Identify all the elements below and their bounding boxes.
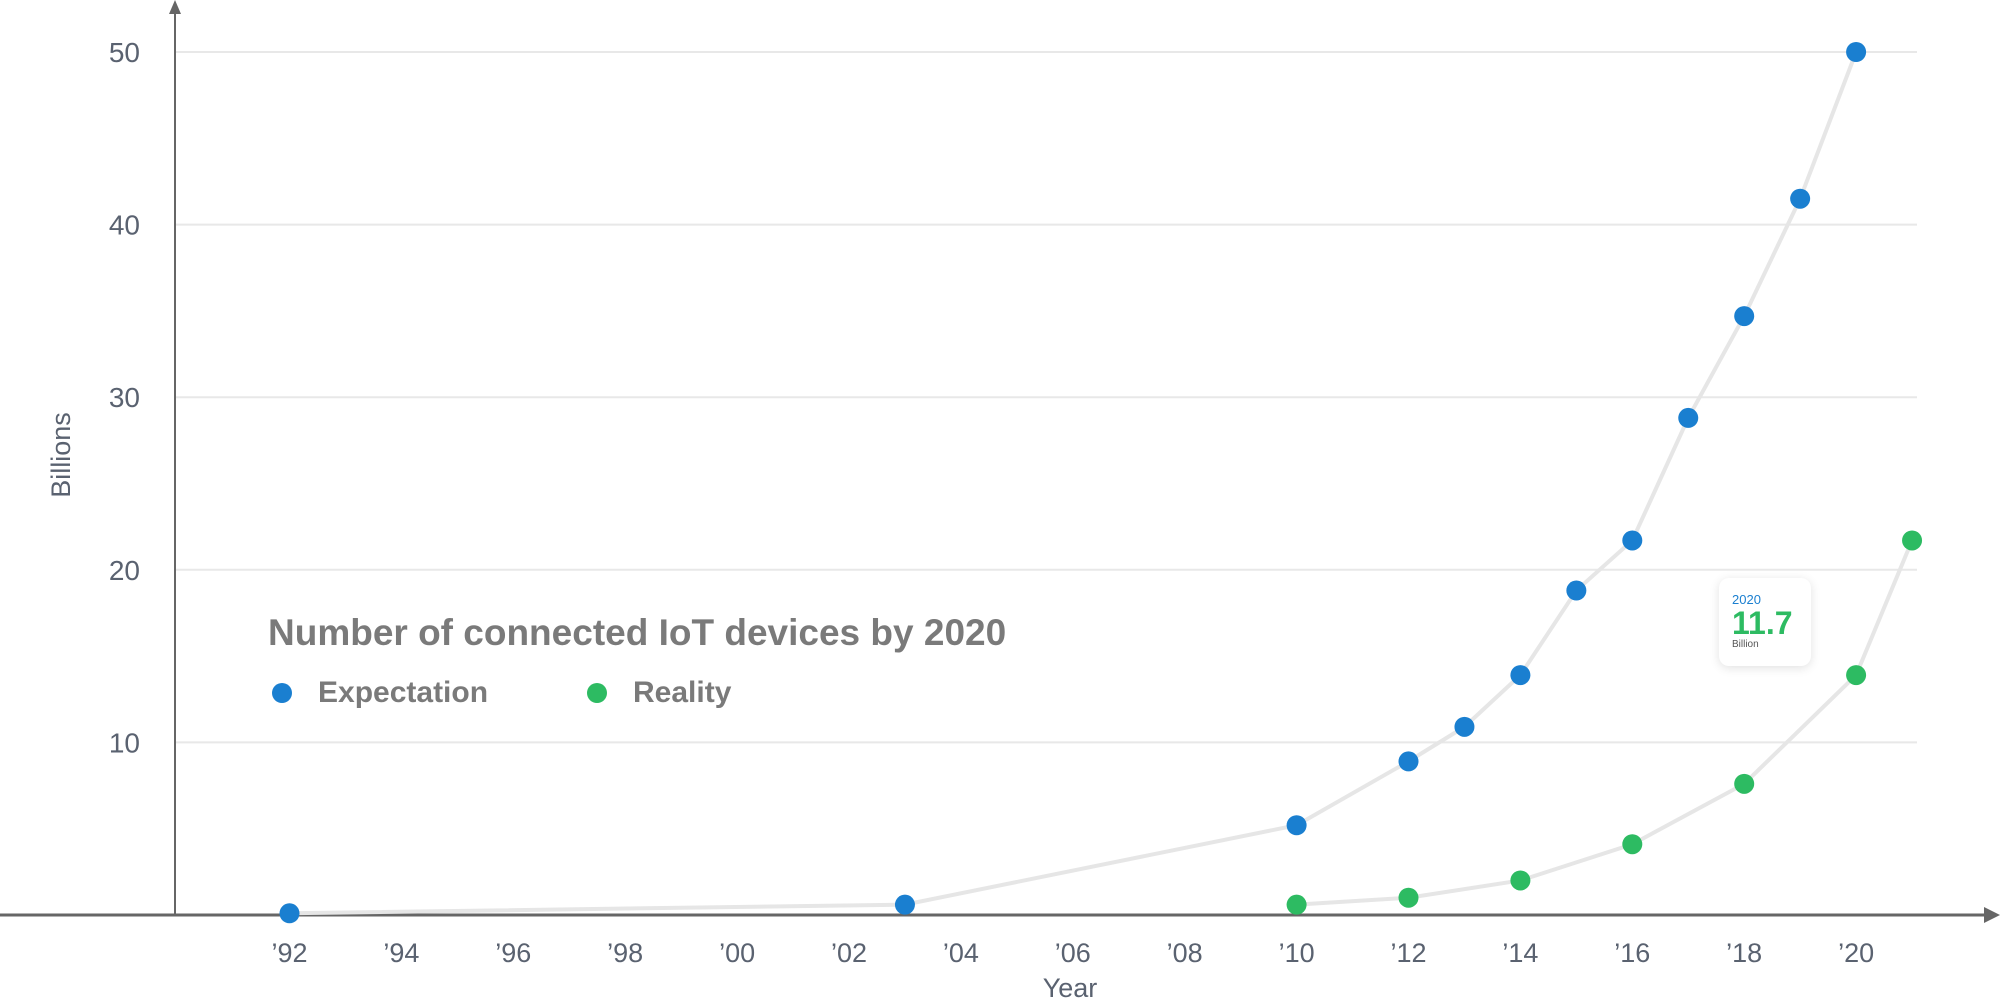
data-point-reality bbox=[1846, 665, 1867, 686]
data-point-expectation bbox=[279, 903, 300, 924]
y-axis-label: Billions bbox=[46, 412, 76, 498]
y-tick-label: 40 bbox=[109, 210, 140, 241]
data-point-expectation bbox=[894, 894, 915, 915]
x-tick-label: ’96 bbox=[495, 938, 531, 968]
x-tick-label: ’02 bbox=[831, 938, 867, 968]
y-tick-label: 20 bbox=[109, 555, 140, 586]
x-tick-label: ’04 bbox=[943, 938, 979, 968]
data-point-reality bbox=[1398, 887, 1419, 908]
x-tick-label: ’20 bbox=[1838, 938, 1874, 968]
data-point-expectation bbox=[1454, 716, 1475, 737]
data-point-expectation bbox=[1790, 188, 1811, 209]
x-tick-label: ’08 bbox=[1167, 938, 1203, 968]
annotation-value: 11.7 bbox=[1732, 605, 1793, 641]
x-tick-label: ’06 bbox=[1055, 938, 1091, 968]
legend-item-expectation: Expectation bbox=[272, 676, 488, 710]
data-point-expectation bbox=[1622, 530, 1643, 551]
x-tick-label: ’00 bbox=[719, 938, 755, 968]
data-point-reality bbox=[1510, 870, 1531, 891]
legend-marker-reality bbox=[587, 683, 607, 703]
annotation-callout: 2020 11.7 Billion bbox=[1719, 578, 1811, 666]
annotation-unit: Billion bbox=[1732, 639, 1759, 650]
x-tick-label: ’94 bbox=[383, 938, 419, 968]
legend-label-reality: Reality bbox=[633, 676, 732, 709]
data-point-reality bbox=[1734, 773, 1755, 794]
data-point-expectation bbox=[1566, 580, 1587, 601]
data-point-expectation bbox=[1398, 751, 1419, 772]
x-tick-label: ’92 bbox=[271, 938, 307, 968]
legend-label-expectation: Expectation bbox=[318, 676, 489, 709]
x-tick-label: ’10 bbox=[1279, 938, 1315, 968]
data-point-expectation bbox=[1678, 407, 1699, 428]
legend-marker-expectation bbox=[272, 683, 292, 703]
data-point-reality bbox=[1622, 834, 1643, 855]
legend-title: Number of connected IoT devices by 2020 bbox=[268, 612, 1007, 653]
x-tick-label: ’18 bbox=[1726, 938, 1762, 968]
x-axis-arrow-icon bbox=[1984, 907, 2000, 923]
data-point-expectation bbox=[1510, 665, 1531, 686]
series-line-expectation bbox=[289, 51, 1858, 916]
y-tick-label: 10 bbox=[109, 727, 140, 758]
x-tick-label: ’98 bbox=[607, 938, 643, 968]
annotation-year: 2020 bbox=[1732, 592, 1761, 607]
data-point-reality bbox=[1902, 530, 1923, 551]
x-tick-label: ’12 bbox=[1390, 938, 1426, 968]
data-point-expectation bbox=[1286, 815, 1307, 836]
series-line-reality bbox=[1296, 539, 1914, 907]
x-tick-label: ’16 bbox=[1614, 938, 1650, 968]
x-tick-label: ’14 bbox=[1502, 938, 1538, 968]
legend-item-reality: Reality bbox=[587, 676, 731, 710]
y-tick-label: 30 bbox=[109, 382, 140, 413]
data-point-expectation bbox=[1846, 42, 1867, 62]
data-point-reality bbox=[1286, 894, 1307, 915]
y-axis-arrow-icon bbox=[169, 0, 181, 14]
data-point-expectation bbox=[1734, 306, 1755, 327]
x-axis-label: Year bbox=[1043, 973, 1098, 999]
y-tick-label: 50 bbox=[109, 37, 140, 68]
